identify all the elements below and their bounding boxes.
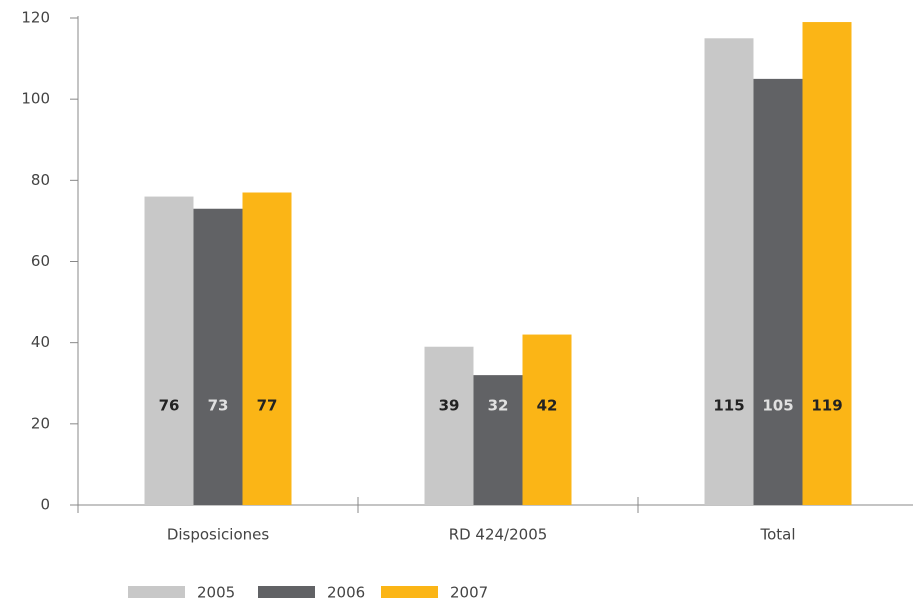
bar xyxy=(424,346,474,505)
value-label: 105 xyxy=(762,397,793,415)
bar xyxy=(802,22,852,506)
legend-label: 2007 xyxy=(450,584,488,602)
bar xyxy=(144,196,194,506)
y-tick-label: 60 xyxy=(31,252,50,270)
value-label: 119 xyxy=(811,397,842,415)
bar xyxy=(522,334,572,505)
x-tick-label: Total xyxy=(759,526,795,544)
bar xyxy=(753,78,803,505)
x-tick-label: RD 424/2005 xyxy=(449,526,548,544)
y-tick-label: 20 xyxy=(31,414,50,432)
legend-swatch xyxy=(381,586,438,598)
y-tick-label: 100 xyxy=(21,90,50,108)
bar xyxy=(473,375,523,505)
y-tick-label: 80 xyxy=(31,171,50,189)
value-label: 73 xyxy=(208,397,229,415)
bar xyxy=(242,192,292,505)
legend-label: 2005 xyxy=(197,584,235,602)
value-label: 76 xyxy=(159,397,180,415)
legend-swatch xyxy=(128,586,185,598)
y-tick-label: 40 xyxy=(31,333,50,351)
y-tick-label: 120 xyxy=(21,9,50,27)
value-label: 115 xyxy=(713,397,744,415)
bar xyxy=(193,208,243,505)
value-label: 77 xyxy=(257,397,278,415)
value-label: 39 xyxy=(439,397,460,415)
bar xyxy=(704,38,754,506)
y-tick-label: 0 xyxy=(40,496,50,514)
legend-swatch xyxy=(258,586,315,598)
value-label: 32 xyxy=(488,397,509,415)
value-label: 42 xyxy=(537,397,558,415)
legend-label: 2006 xyxy=(327,584,365,602)
x-tick-label: Disposiciones xyxy=(167,526,270,544)
